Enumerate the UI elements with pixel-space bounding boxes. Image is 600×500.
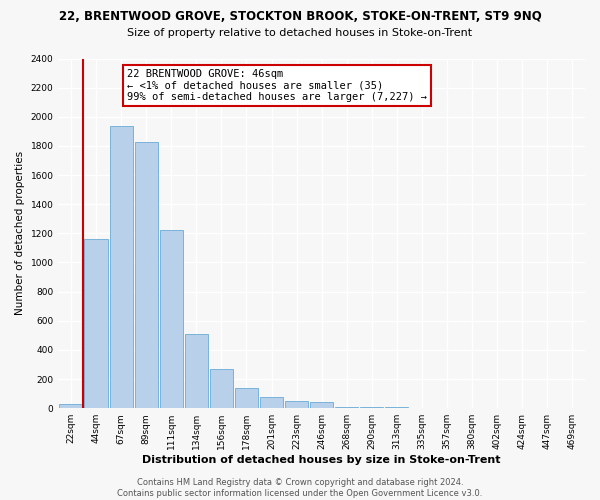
Bar xyxy=(260,398,283,408)
X-axis label: Distribution of detached houses by size in Stoke-on-Trent: Distribution of detached houses by size … xyxy=(142,455,501,465)
Text: 22 BRENTWOOD GROVE: 46sqm
← <1% of detached houses are smaller (35)
99% of semi-: 22 BRENTWOOD GROVE: 46sqm ← <1% of detac… xyxy=(127,69,427,102)
Bar xyxy=(310,402,333,408)
Bar xyxy=(335,407,358,408)
Bar xyxy=(185,334,208,408)
Text: 22, BRENTWOOD GROVE, STOCKTON BROOK, STOKE-ON-TRENT, ST9 9NQ: 22, BRENTWOOD GROVE, STOCKTON BROOK, STO… xyxy=(59,10,541,23)
Bar xyxy=(210,369,233,408)
Bar xyxy=(134,142,158,408)
Bar xyxy=(59,404,82,408)
Y-axis label: Number of detached properties: Number of detached properties xyxy=(15,152,25,316)
Text: Contains HM Land Registry data © Crown copyright and database right 2024.
Contai: Contains HM Land Registry data © Crown c… xyxy=(118,478,482,498)
Text: Size of property relative to detached houses in Stoke-on-Trent: Size of property relative to detached ho… xyxy=(127,28,473,38)
Bar xyxy=(235,388,258,408)
Bar xyxy=(110,126,133,408)
Bar xyxy=(85,239,107,408)
Bar xyxy=(160,230,183,408)
Bar xyxy=(285,401,308,408)
